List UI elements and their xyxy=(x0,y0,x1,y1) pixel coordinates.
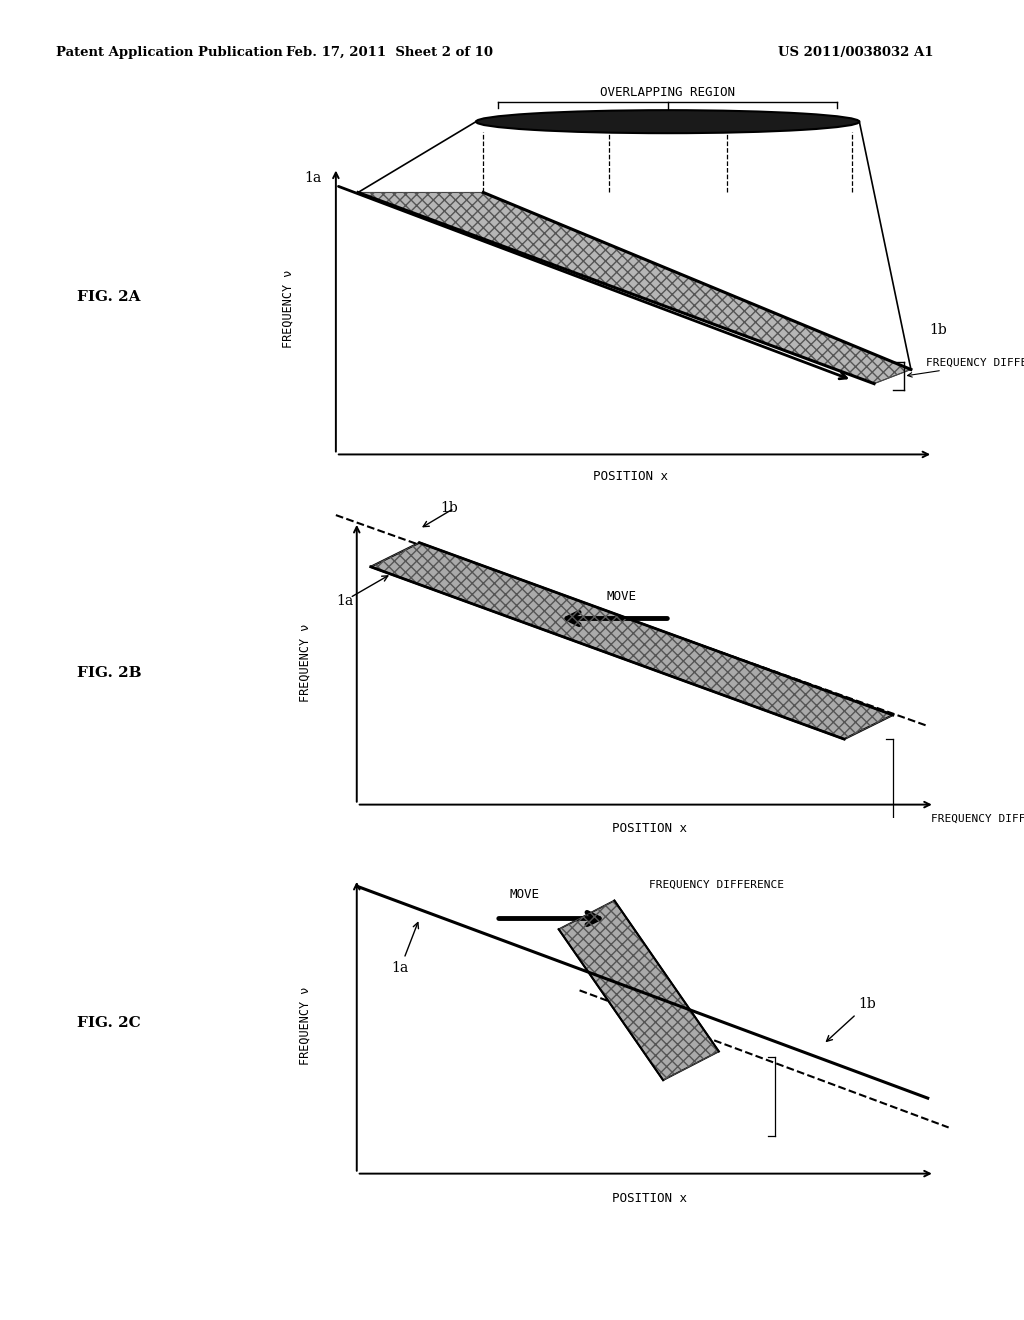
Polygon shape xyxy=(559,900,719,1080)
Text: Patent Application Publication: Patent Application Publication xyxy=(56,46,283,59)
Text: FREQUENCY DIFFERENCE: FREQUENCY DIFFERENCE xyxy=(649,879,784,890)
Text: US 2011/0038032 A1: US 2011/0038032 A1 xyxy=(778,46,934,59)
Text: 1b: 1b xyxy=(826,998,876,1041)
Text: FREQUENCY ν: FREQUENCY ν xyxy=(298,624,311,702)
Text: 1b: 1b xyxy=(930,323,947,337)
Text: 1b: 1b xyxy=(440,500,458,515)
Text: 1a: 1a xyxy=(391,923,419,975)
Text: FREQUENCY ν: FREQUENCY ν xyxy=(298,987,311,1065)
Text: 1a: 1a xyxy=(336,594,353,607)
Polygon shape xyxy=(371,543,893,739)
Text: FIG. 2C: FIG. 2C xyxy=(77,1016,140,1030)
Text: FIG. 2A: FIG. 2A xyxy=(77,290,140,304)
Text: FREQUENCY DIFFERENCE: FREQUENCY DIFFERENCE xyxy=(907,358,1024,378)
Text: POSITION x: POSITION x xyxy=(611,822,687,834)
Text: MOVE: MOVE xyxy=(606,590,636,603)
Text: Feb. 17, 2011  Sheet 2 of 10: Feb. 17, 2011 Sheet 2 of 10 xyxy=(286,46,493,59)
Text: FREQUENCY DIFFERENCE: FREQUENCY DIFFERENCE xyxy=(931,814,1024,824)
Text: FREQUENCY ν: FREQUENCY ν xyxy=(282,271,295,348)
Polygon shape xyxy=(358,193,911,384)
Text: POSITION x: POSITION x xyxy=(593,470,669,483)
Text: POSITION x: POSITION x xyxy=(611,1192,687,1205)
Text: FIG. 2B: FIG. 2B xyxy=(77,667,141,680)
Ellipse shape xyxy=(476,110,859,133)
Text: 1a: 1a xyxy=(304,170,322,185)
Text: MOVE: MOVE xyxy=(510,887,540,900)
Text: OVERLAPPING REGION: OVERLAPPING REGION xyxy=(600,86,735,99)
